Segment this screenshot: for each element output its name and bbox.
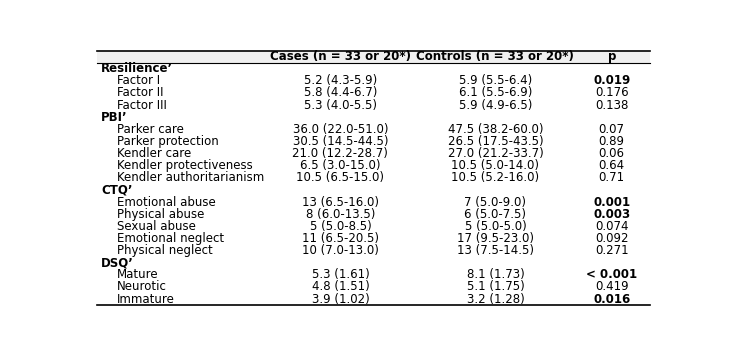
Text: 0.092: 0.092 bbox=[595, 232, 628, 245]
Text: 6.5 (3.0-15.0): 6.5 (3.0-15.0) bbox=[300, 159, 381, 172]
Text: 5.9 (5.5-6.4): 5.9 (5.5-6.4) bbox=[459, 74, 532, 87]
Text: 0.06: 0.06 bbox=[599, 147, 625, 160]
Text: Factor I: Factor I bbox=[117, 74, 160, 87]
Text: 5.1 (1.75): 5.1 (1.75) bbox=[467, 280, 524, 293]
Text: 21.0 (12.2-28.7): 21.0 (12.2-28.7) bbox=[292, 147, 389, 160]
Text: Mature: Mature bbox=[117, 268, 158, 281]
Text: Kendler care: Kendler care bbox=[117, 147, 191, 160]
Text: 17 (9.5-23.0): 17 (9.5-23.0) bbox=[457, 232, 534, 245]
Text: Emotional abuse: Emotional abuse bbox=[117, 196, 216, 209]
Text: Kendler authoritarianism: Kendler authoritarianism bbox=[117, 171, 264, 184]
Text: < 0.001: < 0.001 bbox=[586, 268, 637, 281]
Text: 13 (7.5-14.5): 13 (7.5-14.5) bbox=[457, 244, 534, 257]
Text: Resilience’: Resilience’ bbox=[101, 62, 174, 75]
Text: 0.138: 0.138 bbox=[595, 98, 628, 112]
Text: 5 (5.0-8.5): 5 (5.0-8.5) bbox=[310, 220, 371, 233]
Text: 47.5 (38.2-60.0): 47.5 (38.2-60.0) bbox=[448, 123, 543, 136]
Text: 5.3 (1.61): 5.3 (1.61) bbox=[311, 268, 370, 281]
Text: 5.3 (4.0-5.5): 5.3 (4.0-5.5) bbox=[304, 98, 377, 112]
Text: 10.5 (5.0-14.0): 10.5 (5.0-14.0) bbox=[451, 159, 539, 172]
Text: Neurotic: Neurotic bbox=[117, 280, 167, 293]
Text: Kendler protectiveness: Kendler protectiveness bbox=[117, 159, 252, 172]
Text: 6.1 (5.5-6.9): 6.1 (5.5-6.9) bbox=[459, 86, 532, 100]
Text: Factor II: Factor II bbox=[117, 86, 163, 100]
Text: Physical neglect: Physical neglect bbox=[117, 244, 212, 257]
Text: 0.176: 0.176 bbox=[595, 86, 628, 100]
Text: 0.07: 0.07 bbox=[599, 123, 625, 136]
Text: 0.419: 0.419 bbox=[595, 280, 628, 293]
Text: DSQ’: DSQ’ bbox=[101, 256, 134, 269]
Text: 0.019: 0.019 bbox=[593, 74, 631, 87]
Text: 10.5 (5.2-16.0): 10.5 (5.2-16.0) bbox=[451, 171, 539, 184]
Text: 0.271: 0.271 bbox=[595, 244, 628, 257]
Text: 10.5 (6.5-15.0): 10.5 (6.5-15.0) bbox=[297, 171, 384, 184]
Bar bbox=[97, 50, 650, 62]
Text: 0.64: 0.64 bbox=[599, 159, 625, 172]
Text: 10 (7.0-13.0): 10 (7.0-13.0) bbox=[302, 244, 379, 257]
Text: CTQ’: CTQ’ bbox=[101, 184, 133, 196]
Text: 6 (5.0-7.5): 6 (5.0-7.5) bbox=[464, 208, 526, 221]
Text: 11 (6.5-20.5): 11 (6.5-20.5) bbox=[302, 232, 379, 245]
Text: 8.1 (1.73): 8.1 (1.73) bbox=[467, 268, 524, 281]
Text: 4.8 (1.51): 4.8 (1.51) bbox=[311, 280, 370, 293]
Text: Controls (n = 33 or 20*): Controls (n = 33 or 20*) bbox=[416, 50, 574, 63]
Text: PBI’: PBI’ bbox=[101, 111, 128, 124]
Text: Cases (n = 33 or 20*): Cases (n = 33 or 20*) bbox=[270, 50, 411, 63]
Text: 27.0 (21.2-33.7): 27.0 (21.2-33.7) bbox=[448, 147, 543, 160]
Text: Parker care: Parker care bbox=[117, 123, 184, 136]
Text: 36.0 (22.0-51.0): 36.0 (22.0-51.0) bbox=[292, 123, 388, 136]
Text: 5.8 (4.4-6.7): 5.8 (4.4-6.7) bbox=[304, 86, 377, 100]
Text: 0.71: 0.71 bbox=[599, 171, 625, 184]
Text: 3.2 (1.28): 3.2 (1.28) bbox=[467, 293, 524, 306]
Text: 5.2 (4.3-5.9): 5.2 (4.3-5.9) bbox=[304, 74, 377, 87]
Text: p: p bbox=[607, 50, 616, 63]
Text: 7 (5.0-9.0): 7 (5.0-9.0) bbox=[464, 196, 526, 209]
Text: 5.9 (4.9-6.5): 5.9 (4.9-6.5) bbox=[459, 98, 532, 112]
Text: Factor III: Factor III bbox=[117, 98, 167, 112]
Text: 8 (6.0-13.5): 8 (6.0-13.5) bbox=[305, 208, 375, 221]
Text: 5 (5.0-5.0): 5 (5.0-5.0) bbox=[464, 220, 526, 233]
Text: Sexual abuse: Sexual abuse bbox=[117, 220, 195, 233]
Text: 0.074: 0.074 bbox=[595, 220, 628, 233]
Text: 0.016: 0.016 bbox=[593, 293, 631, 306]
Text: 30.5 (14.5-44.5): 30.5 (14.5-44.5) bbox=[292, 135, 388, 148]
Text: Immature: Immature bbox=[117, 293, 174, 306]
Text: 0.89: 0.89 bbox=[599, 135, 625, 148]
Text: 0.003: 0.003 bbox=[593, 208, 631, 221]
Text: 3.9 (1.02): 3.9 (1.02) bbox=[311, 293, 370, 306]
Text: 13 (6.5-16.0): 13 (6.5-16.0) bbox=[302, 196, 379, 209]
Text: 26.5 (17.5-43.5): 26.5 (17.5-43.5) bbox=[448, 135, 543, 148]
Text: 0.001: 0.001 bbox=[593, 196, 631, 209]
Text: Parker protection: Parker protection bbox=[117, 135, 219, 148]
Text: Physical abuse: Physical abuse bbox=[117, 208, 204, 221]
Text: Emotional neglect: Emotional neglect bbox=[117, 232, 224, 245]
